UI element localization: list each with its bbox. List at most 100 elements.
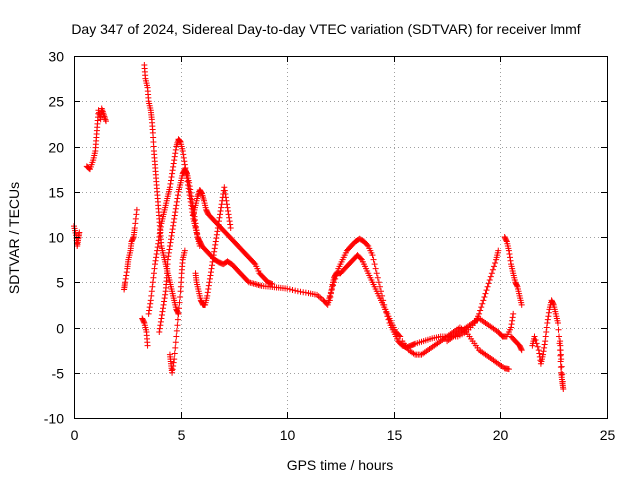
data-point-marker [204, 292, 211, 299]
data-point-marker [483, 287, 490, 294]
y-tick-label: -10 [44, 411, 64, 427]
data-point-marker [102, 116, 109, 123]
data-point-marker [154, 244, 161, 251]
data-point-marker [221, 187, 228, 194]
data-point-marker [536, 350, 543, 357]
data-point-marker [157, 223, 164, 230]
data-point-marker [147, 297, 154, 304]
data-point-marker [286, 286, 293, 293]
data-point-marker [555, 326, 562, 333]
data-point-marker [513, 282, 520, 289]
data-point-marker [532, 336, 539, 343]
data-point-marker [158, 315, 165, 322]
data-point-marker [292, 287, 299, 294]
data-point-marker [317, 294, 324, 301]
data-point-marker [533, 340, 540, 347]
data-point-marker [225, 207, 232, 214]
data-point-marker [174, 322, 181, 329]
data-point-marker [158, 312, 165, 319]
data-point-marker [180, 151, 187, 158]
data-point-marker [174, 195, 181, 202]
series-track-c [121, 206, 140, 293]
y-tick-label: 20 [48, 140, 64, 156]
data-point-marker [177, 138, 184, 145]
data-point-marker [227, 221, 234, 228]
data-point-marker [222, 191, 229, 198]
data-point-marker [557, 338, 564, 345]
data-point-marker [206, 279, 213, 286]
data-point-marker [531, 333, 538, 340]
data-point-marker [156, 325, 163, 332]
data-point-marker [251, 260, 258, 267]
data-point-marker [503, 237, 510, 244]
data-point-marker [209, 258, 216, 265]
data-point-marker [209, 262, 216, 269]
data-point-marker [170, 219, 177, 226]
data-point-marker [169, 167, 176, 174]
data-point-marker [172, 344, 179, 351]
data-point-marker [172, 209, 179, 216]
data-point-marker [168, 232, 175, 239]
data-point-marker [327, 293, 334, 300]
data-point-marker [376, 283, 383, 290]
data-point-marker [505, 366, 512, 373]
data-point-marker [488, 270, 495, 277]
series-track-p [529, 297, 567, 393]
data-point-marker [374, 274, 381, 281]
chart-title: Day 347 of 2024, Sidereal Day-to-day VTE… [71, 21, 580, 37]
x-tick-label: 15 [387, 427, 403, 443]
data-point-marker [171, 212, 178, 219]
data-point-marker [166, 243, 173, 250]
data-point-marker [205, 282, 212, 289]
data-point-marker [370, 256, 377, 263]
data-point-marker [559, 371, 566, 378]
data-point-marker [171, 157, 178, 164]
data-point-marker [556, 333, 563, 340]
data-point-marker [183, 169, 190, 176]
data-point-marker [217, 207, 224, 214]
data-point-marker [169, 369, 176, 376]
data-point-marker [193, 227, 200, 234]
data-point-marker [186, 183, 193, 190]
x-tick-label: 5 [178, 427, 186, 443]
data-point-marker [152, 261, 159, 268]
data-point-marker [397, 333, 404, 340]
data-point-marker [123, 272, 130, 279]
data-point-marker [210, 252, 217, 259]
data-point-marker [133, 206, 140, 213]
data-point-marker [212, 241, 219, 248]
data-point-marker [172, 150, 179, 157]
data-point-marker [177, 293, 184, 300]
series-track-k [326, 252, 404, 340]
data-point-marker [489, 266, 496, 273]
data-point-marker [211, 248, 218, 255]
data-point-marker [535, 347, 542, 354]
data-point-marker [156, 329, 163, 336]
data-point-marker [169, 226, 176, 233]
data-point-marker [196, 243, 203, 250]
data-point-marker [171, 350, 178, 357]
data-point-marker [161, 298, 168, 305]
series-track-o [508, 333, 525, 354]
data-point-marker [132, 220, 139, 227]
series-track-f [145, 136, 502, 351]
data-point-marker [508, 324, 515, 331]
data-point-marker [162, 291, 169, 298]
data-point-marker [560, 386, 567, 393]
data-point-marker [168, 177, 175, 184]
series-track-j [190, 186, 276, 288]
data-point-marker [208, 265, 215, 272]
data-point-marker [167, 180, 174, 187]
data-point-marker [396, 332, 403, 339]
data-point-marker [157, 227, 164, 234]
y-tick-label: 0 [56, 321, 64, 337]
x-axis-label: GPS time / hours [287, 457, 394, 473]
y-axis-label: SDTVAR / TECUs [6, 182, 22, 294]
data-point-marker [146, 307, 153, 314]
data-point-marker [167, 239, 174, 246]
data-point-marker [326, 297, 333, 304]
data-point-marker [170, 160, 177, 167]
data-point-marker [542, 338, 549, 345]
data-point-marker [492, 260, 499, 267]
data-point-marker [157, 318, 164, 325]
